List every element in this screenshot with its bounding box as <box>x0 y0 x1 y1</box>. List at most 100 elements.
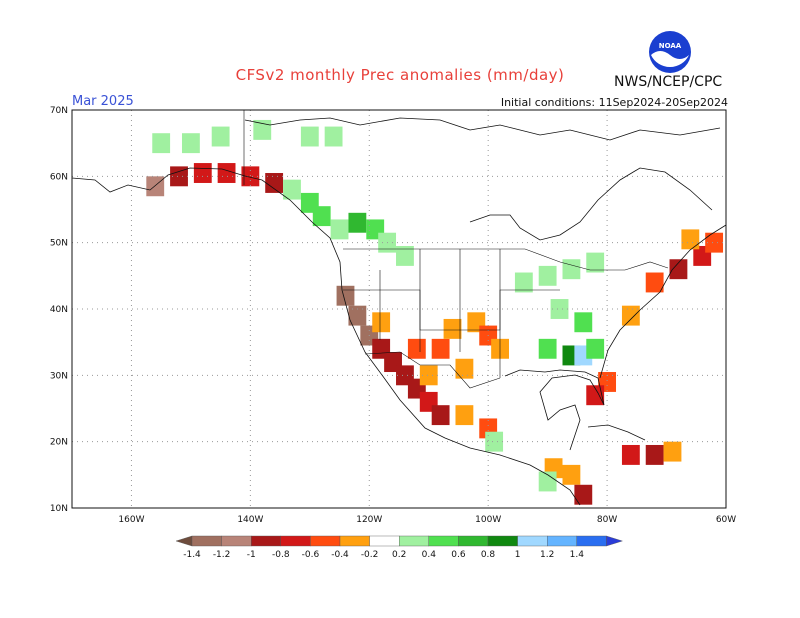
anomaly-cell <box>455 358 474 379</box>
anomaly-cell <box>485 431 504 452</box>
anomaly-cell <box>300 126 319 147</box>
border-states-2 <box>379 249 501 378</box>
latitude-tick-label: 30N <box>50 371 68 381</box>
initial-conditions: Initial conditions: 11Sep2024-20Sep2024 <box>500 96 728 109</box>
anomaly-cell <box>586 385 605 406</box>
legend-label: 0.8 <box>481 550 496 560</box>
legend-label: -1.2 <box>213 550 231 560</box>
legend-swatch <box>606 535 624 547</box>
legend-label: -0.2 <box>361 550 379 560</box>
anomaly-cell <box>562 464 581 485</box>
legend-swatches <box>175 535 624 547</box>
anomaly-cell <box>312 206 331 227</box>
coastline-alaska <box>71 167 313 223</box>
longitude-tick-label: 80W <box>597 515 617 525</box>
legend-label: -0.8 <box>272 550 290 560</box>
anomaly-cell <box>283 179 301 200</box>
longitude-tick-label: 140W <box>237 515 263 525</box>
coastline-atlantic <box>599 224 727 379</box>
anomaly-cell <box>348 305 367 326</box>
anomaly-cell <box>455 405 474 426</box>
anomaly-cell <box>265 173 284 193</box>
anomaly-cell <box>152 133 171 154</box>
anomaly-cell <box>348 212 367 233</box>
legend-swatch <box>191 535 222 547</box>
legend-swatch <box>221 535 252 547</box>
graticule <box>72 110 726 508</box>
longitude-tick-label: 100W <box>475 515 501 525</box>
legend-label: 0.4 <box>422 550 437 560</box>
map-title: CFSv2 monthly Prec anomalies (mm/day) <box>235 66 565 84</box>
legend-label: 1.4 <box>570 550 585 560</box>
anomaly-cell <box>621 444 640 465</box>
anomaly-cell <box>253 119 272 140</box>
coastlines <box>71 117 727 506</box>
longitude-tick-label: 160W <box>118 515 144 525</box>
anomaly-cell <box>538 265 557 286</box>
anomaly-cell <box>431 405 450 426</box>
agency-label: NWS/NCEP/CPC <box>614 74 723 90</box>
anomaly-cell <box>170 166 188 187</box>
anomaly-cell <box>431 338 450 359</box>
coastline-gulf <box>504 369 605 451</box>
anomaly-cell <box>669 259 688 280</box>
legend-swatch <box>399 535 430 547</box>
anomaly-cell <box>514 272 533 293</box>
anomaly-cell <box>705 232 724 253</box>
noaa-logo-icon: NOAA <box>648 30 692 78</box>
legend-label: 1.2 <box>540 550 554 560</box>
latitude-tick-label: 10N <box>50 504 68 514</box>
legend-swatch <box>428 535 459 547</box>
color-legend: -1.4 -1.2 -1 -0.8 -0.6 -0.4 -0.2 0.2 0.4 0.6 0.8 1 1… <box>175 535 624 560</box>
border-us-canada <box>343 248 669 271</box>
political-borders <box>243 110 669 389</box>
anomaly-cell <box>574 484 593 505</box>
legend-label: 0.6 <box>451 550 466 560</box>
border-us-mexico <box>364 351 501 389</box>
anomaly-cell <box>663 441 682 462</box>
latitude-tick-label: 40N <box>50 305 68 315</box>
anomaly-cell <box>586 338 605 359</box>
anomaly-cell <box>372 312 391 333</box>
anomaly-cell <box>538 338 557 359</box>
longitude-tick-label: 60W <box>716 515 736 525</box>
coastline-cuba <box>587 424 646 441</box>
anomaly-cell <box>538 471 557 492</box>
legend-swatch <box>369 535 400 547</box>
legend-label: 0.2 <box>392 550 406 560</box>
anomaly-cell <box>681 229 700 250</box>
anomaly-cell <box>407 338 426 359</box>
anomaly-cell <box>396 245 414 266</box>
latitude-tick-label: 20N <box>50 438 68 448</box>
anomaly-cells <box>146 119 724 505</box>
anomaly-cell <box>193 163 212 183</box>
coastline-pacific <box>311 221 581 506</box>
legend-label: -0.4 <box>331 550 349 560</box>
legend-swatch <box>175 535 193 547</box>
legend-swatch <box>339 535 370 547</box>
svg-text:NOAA: NOAA <box>659 42 682 50</box>
anomaly-cell <box>443 318 462 339</box>
anomaly-cell <box>181 133 200 154</box>
longitude-tick-label: 120W <box>356 515 382 525</box>
map-frame <box>71 109 727 509</box>
legend-swatch <box>487 535 518 547</box>
anomaly-cell <box>419 365 438 386</box>
anomaly-cell <box>324 126 343 147</box>
anomaly-cell <box>550 299 569 319</box>
latitude-tick-label: 70N <box>50 106 68 116</box>
anomaly-cell <box>574 312 593 333</box>
legend-swatch <box>547 535 578 547</box>
coastline-arctic <box>244 117 721 141</box>
legend-swatch <box>517 535 548 547</box>
anomaly-cell <box>330 219 349 240</box>
latitude-tick-label: 50N <box>50 239 68 249</box>
coastline-hudson <box>469 167 713 241</box>
anomaly-cell <box>645 272 664 293</box>
anomaly-cell <box>241 166 260 187</box>
forecast-month: Mar 2025 <box>72 94 134 109</box>
legend-label: -1 <box>247 550 256 560</box>
anomaly-cell <box>217 163 236 183</box>
anomaly-cell <box>336 285 355 306</box>
